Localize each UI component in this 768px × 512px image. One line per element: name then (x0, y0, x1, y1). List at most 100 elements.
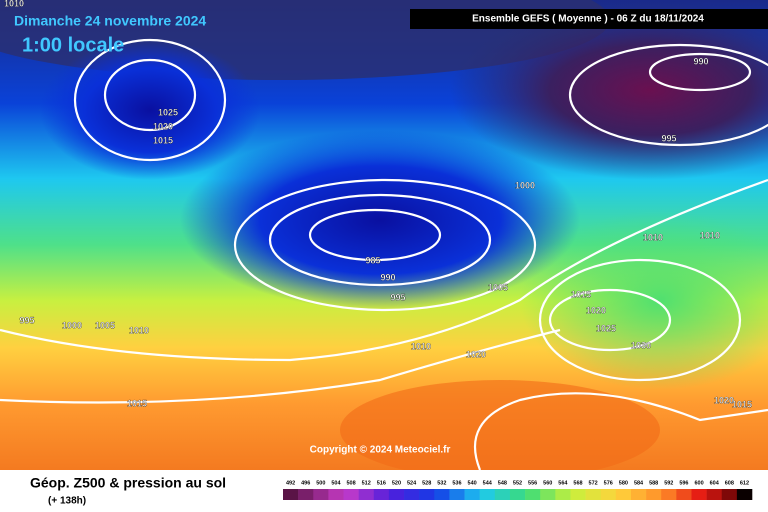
isobar-label: 990 (380, 272, 395, 282)
footer-subtitle: (+ 138h) (48, 496, 86, 507)
isobar-label: 1010 (643, 232, 663, 242)
isobar-label: 1000 (515, 180, 535, 190)
isobar (103, 58, 197, 132)
legend-label: 504 (331, 480, 341, 486)
isobar-label: 1010 (4, 0, 24, 8)
isobar-label: 995 (19, 315, 34, 325)
isobar-label: 1005 (95, 320, 115, 330)
isobar-label: 1020 (714, 395, 734, 405)
isobar-label: 1020 (466, 349, 486, 359)
legend-swatch (343, 489, 359, 500)
legend-swatch (464, 489, 480, 500)
legend-label: 600 (694, 480, 703, 486)
legend-swatch (600, 489, 617, 500)
model-info: Ensemble GEFS ( Moyenne ) - 06 Z du 18/1… (472, 14, 704, 25)
legend-swatch (479, 489, 496, 500)
legend-swatch (373, 489, 390, 500)
legend-label: 508 (346, 480, 355, 486)
legend-swatch (540, 489, 556, 500)
legend-swatch (736, 489, 753, 500)
legend-label: 564 (558, 480, 568, 486)
legend-label: 528 (422, 480, 431, 486)
isobars (0, 38, 768, 471)
isobar (233, 178, 537, 312)
isobar-label: 1010 (129, 325, 149, 335)
isobar (0, 328, 561, 404)
legend-swatch (661, 489, 677, 500)
copyright: Copyright © 2024 Meteociel.fr (310, 445, 451, 456)
legend-swatch (358, 489, 375, 500)
isobar-label: 1015 (732, 399, 752, 409)
legend-swatch (691, 489, 707, 500)
legend-label: 584 (634, 480, 644, 486)
isobar-label: 995 (390, 292, 405, 302)
legend-label: 516 (377, 480, 386, 486)
legend-label: 532 (437, 480, 446, 486)
legend-label: 552 (513, 480, 522, 486)
legend-swatch (615, 489, 632, 500)
legend-label: 580 (619, 480, 628, 486)
legend-swatch (283, 489, 299, 500)
isobar-label: 1020 (586, 305, 606, 315)
field-blob (40, 40, 260, 180)
isobar-label: 1010 (700, 230, 720, 240)
footer-title: Géop. Z500 & pression au sol (30, 475, 226, 491)
legend-label: 568 (573, 480, 582, 486)
legend-label: 612 (740, 480, 749, 486)
legend-swatch (434, 489, 450, 500)
isobar-label: 1025 (596, 323, 616, 333)
isobar-label: 1005 (488, 282, 508, 292)
isobar-label: 1020 (153, 121, 173, 131)
isobar-label: 1000 (62, 320, 82, 330)
legend-swatch (570, 489, 586, 500)
legend-label: 492 (286, 480, 295, 486)
legend-swatch (328, 489, 344, 500)
isobar (538, 258, 742, 382)
legend-label: 548 (498, 480, 507, 486)
legend-label: 536 (452, 480, 461, 486)
legend-swatch (646, 489, 662, 500)
legend-label: 524 (407, 480, 417, 486)
local-time: 1:00 locale (22, 34, 124, 56)
legend-swatch (585, 489, 602, 500)
legend-swatch (509, 489, 526, 500)
legend-label: 608 (725, 480, 734, 486)
legend-label: 544 (483, 480, 493, 486)
legend-swatch (494, 489, 511, 500)
legend-label: 576 (604, 480, 613, 486)
legend-swatch (630, 489, 647, 500)
field-blob (520, 210, 768, 390)
legend-swatch (404, 489, 420, 500)
isobar-label: 1025 (158, 107, 178, 117)
legend-swatch (676, 489, 692, 500)
legend-swatch (449, 489, 465, 500)
model-banner (410, 9, 768, 29)
isobar-label: 1015 (571, 289, 591, 299)
legend-label: 604 (710, 480, 720, 486)
legend-label: 496 (301, 480, 310, 486)
isobar (0, 178, 768, 362)
legend-label: 592 (664, 480, 673, 486)
legend-label: 500 (316, 480, 325, 486)
isobar-label: 1030 (631, 340, 651, 350)
legend-label: 520 (392, 480, 401, 486)
legend-swatch (313, 489, 329, 500)
legend-label: 556 (528, 480, 537, 486)
date: Dimanche 24 novembre 2024 (14, 13, 206, 29)
legend-label: 512 (362, 480, 371, 486)
isobar-label: 1010 (411, 341, 431, 351)
isobar-label: 995 (661, 133, 676, 143)
legend-swatch (419, 489, 435, 500)
legend-label: 588 (649, 480, 658, 486)
isobar-label: 985 (365, 255, 380, 265)
isobar (548, 288, 672, 352)
isobar (268, 193, 492, 287)
isobar-label: 1015 (127, 398, 147, 408)
field-blob (180, 130, 580, 310)
legend-swatch (706, 489, 723, 500)
legend-swatch (555, 489, 571, 500)
isobar (568, 43, 768, 147)
map: Ensemble GEFS ( Moyenne ) - 06 Z du 18/1… (0, 0, 768, 480)
isobar (473, 392, 768, 471)
